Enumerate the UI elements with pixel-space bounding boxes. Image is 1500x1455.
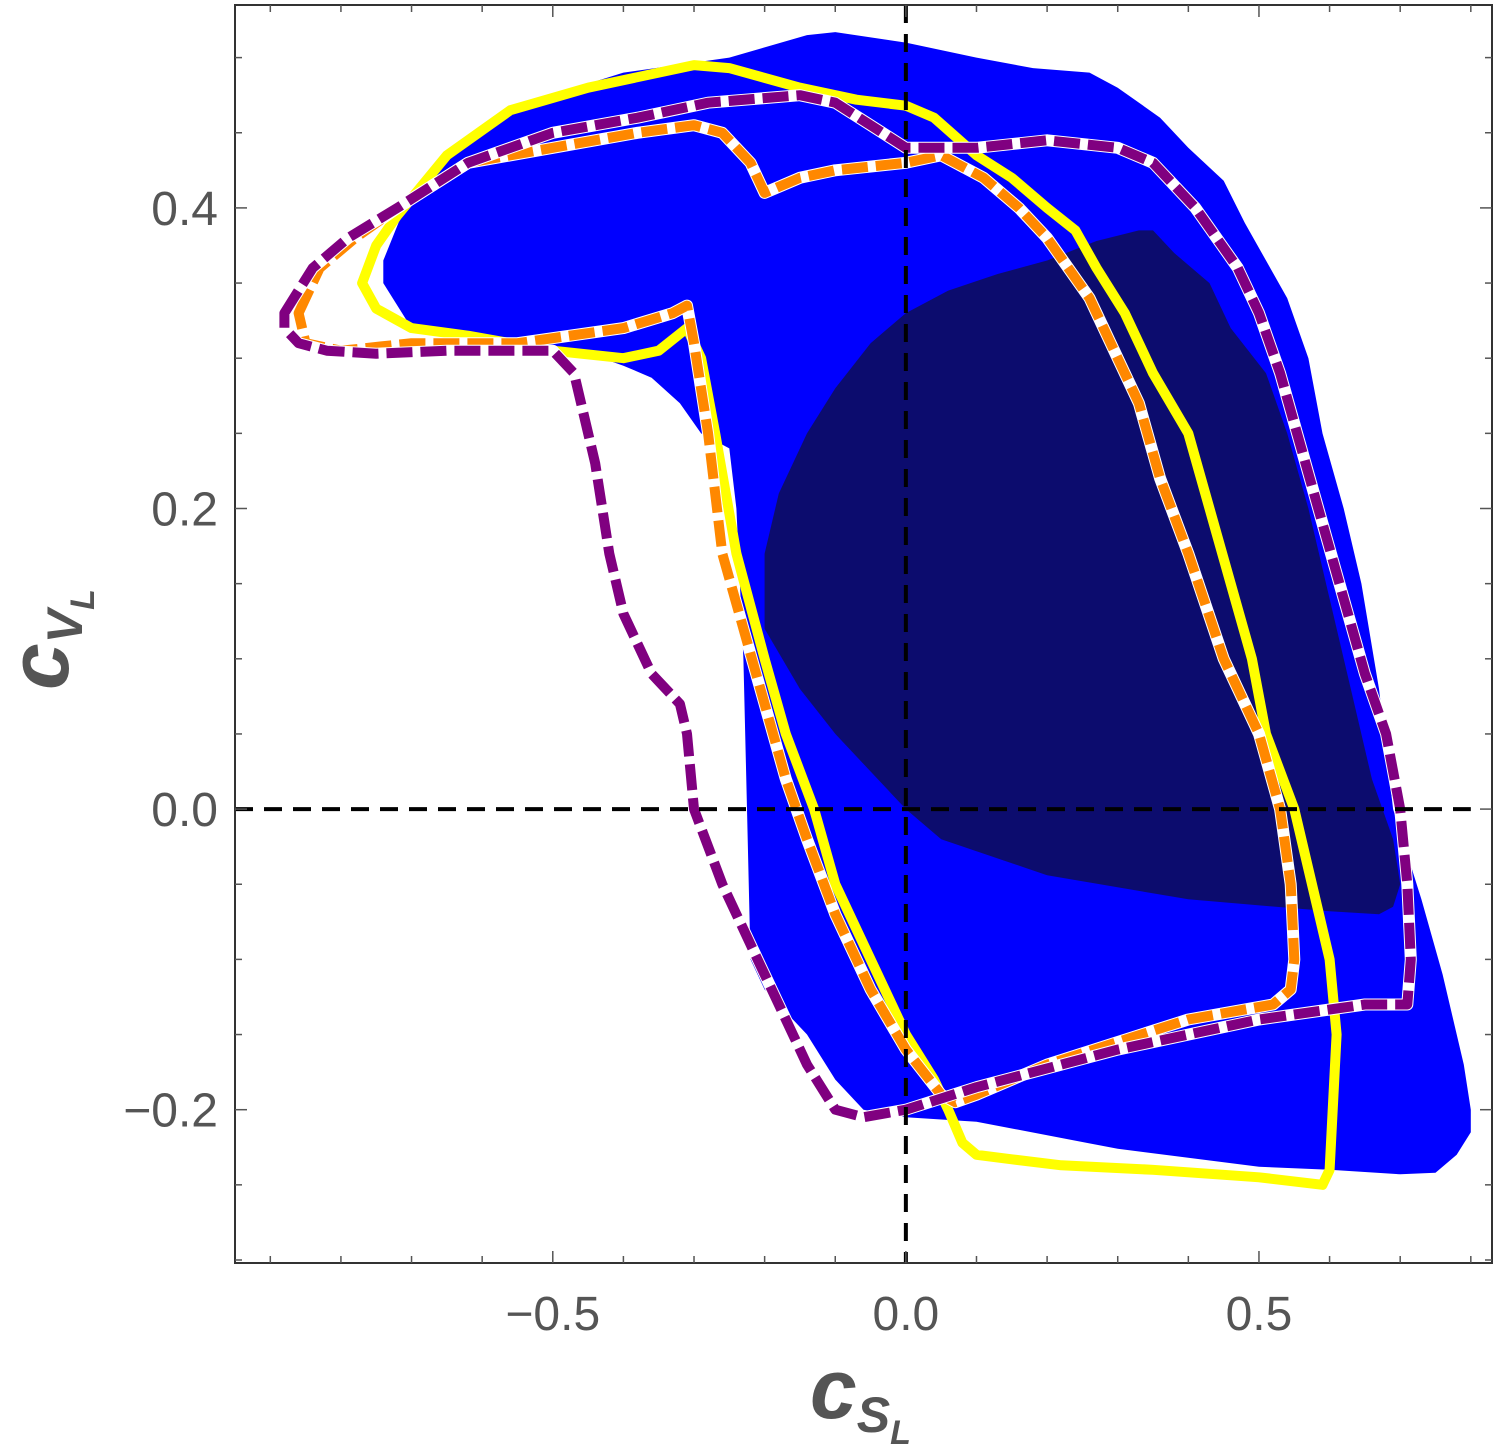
x-tick-label: 0.0 bbox=[873, 1288, 940, 1341]
constraint-regions bbox=[278, 32, 1471, 1190]
y-axis-label-main: c bbox=[0, 643, 86, 690]
y-tick-label: 0.0 bbox=[151, 784, 218, 837]
reference-lines bbox=[235, 5, 1471, 1263]
x-tick-label: −0.5 bbox=[505, 1288, 600, 1341]
y-tick-label: 0.4 bbox=[151, 183, 218, 236]
y-tick-label: −0.2 bbox=[123, 1085, 218, 1138]
region-filled-1 bbox=[764, 230, 1401, 915]
contour-dashed-3 bbox=[293, 120, 1300, 1108]
x-axis-label-main: c bbox=[810, 1342, 857, 1436]
y-axis-label-sub: V bbox=[37, 606, 93, 643]
tick-labels: −0.5 0.0 0.5 −0.2 0.0 0.2 0.4 bbox=[123, 183, 1292, 1341]
y-tick-label: 0.2 bbox=[151, 484, 218, 537]
y-axis-label: cVL bbox=[0, 589, 102, 690]
contour-solid-2 bbox=[357, 60, 1342, 1190]
axis-ticks bbox=[235, 5, 1492, 1263]
contour-dashed-4 bbox=[279, 90, 1416, 1123]
y-axis-label-subsub: L bbox=[64, 589, 102, 610]
x-axis-label: cSL bbox=[810, 1342, 911, 1452]
plot-frame bbox=[234, 4, 1493, 1264]
x-axis-label-subsub: L bbox=[890, 1414, 911, 1452]
x-tick-label: 0.5 bbox=[1226, 1288, 1293, 1341]
x-axis-label-sub: S bbox=[857, 1387, 890, 1443]
